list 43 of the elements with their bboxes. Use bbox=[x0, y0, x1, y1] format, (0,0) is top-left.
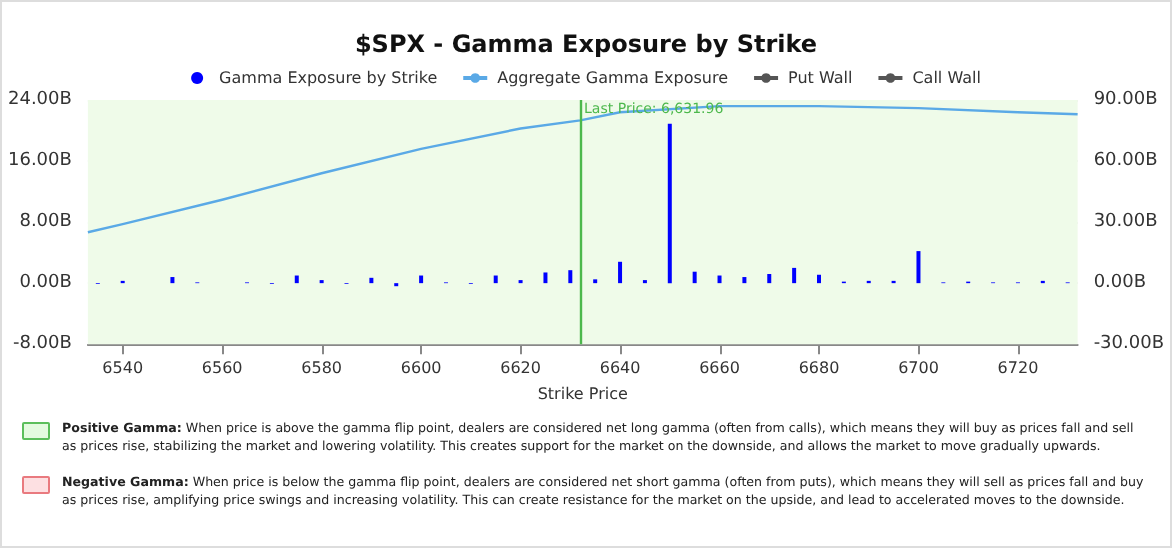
line-series bbox=[86, 104, 1079, 234]
bar bbox=[742, 277, 747, 284]
y-tick-label: 24.00B bbox=[7, 90, 72, 110]
legend-label: Call Wall bbox=[912, 69, 981, 87]
bar bbox=[792, 267, 797, 284]
bar bbox=[294, 275, 299, 284]
legend-label: Put Wall bbox=[788, 69, 853, 87]
y2-tick-label: 60.00B bbox=[1093, 151, 1158, 172]
bar bbox=[543, 272, 548, 284]
bar bbox=[817, 274, 821, 284]
bar bbox=[568, 270, 573, 284]
y-tick-label: 0.00B bbox=[19, 273, 72, 294]
x-tick-label: 6580 bbox=[301, 359, 342, 378]
y2-tick-label: 0.00B bbox=[1093, 273, 1147, 294]
x-tick-label: 6540 bbox=[102, 359, 144, 378]
bar bbox=[767, 273, 772, 284]
x-tick-label: 6700 bbox=[898, 359, 939, 378]
x-tick-label: 6640 bbox=[599, 359, 641, 378]
bar bbox=[618, 261, 623, 284]
y2-tick-label: 30.00B bbox=[1093, 212, 1158, 233]
bar bbox=[419, 275, 424, 284]
x-tick-label: 6620 bbox=[500, 359, 541, 378]
chart-title: $SPX - Gamma Exposure by Strike bbox=[354, 30, 818, 58]
bar bbox=[493, 275, 498, 284]
y2-tick-label: -30.00B bbox=[1093, 334, 1164, 355]
x-tick-label: 6600 bbox=[400, 359, 442, 378]
x-tick-label: 6660 bbox=[699, 359, 740, 378]
bar bbox=[717, 275, 722, 284]
legend-label: Gamma Exposure by Strike bbox=[219, 69, 438, 87]
y-tick-label: 16.00B bbox=[7, 151, 72, 172]
x-axis-title: Strike Price bbox=[537, 385, 628, 403]
y2-tick-label: 90.00B bbox=[1093, 90, 1158, 110]
legend-label: Aggregate Gamma Exposure bbox=[497, 69, 729, 87]
x-tick-label: 6680 bbox=[798, 359, 840, 378]
x-tick-label: 6560 bbox=[201, 359, 243, 378]
y-tick-label: -8.00B bbox=[12, 334, 72, 355]
bar bbox=[667, 123, 672, 284]
bar bbox=[916, 251, 921, 284]
bar bbox=[692, 271, 697, 284]
x-tick-label: 6720 bbox=[997, 359, 1039, 378]
y-tick-label: 8.00B bbox=[19, 212, 72, 233]
bar bbox=[170, 277, 175, 284]
bar bbox=[369, 277, 374, 284]
